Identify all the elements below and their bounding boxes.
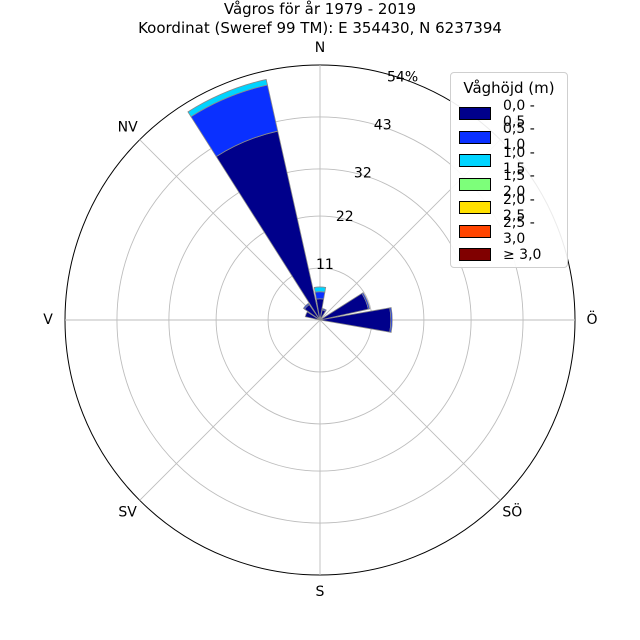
direction-label-225: SV	[118, 504, 137, 520]
legend-label: 1,0 - 1,5	[503, 144, 535, 177]
legend-label: 1,5 - 2,0	[503, 168, 535, 201]
legend-item-3: 1,5 - 2,0	[459, 168, 559, 200]
chart-subtitle: Koordinat (Sweref 99 TM): E 354430, N 62…	[138, 19, 502, 37]
legend-swatch	[459, 248, 491, 262]
legend-label: ≥ 3,0	[503, 246, 542, 263]
polar-grid	[64, 64, 576, 576]
direction-label-90: Ö	[586, 310, 597, 328]
direction-label-270: V	[43, 312, 53, 328]
bar-337.5-bin-0	[215, 130, 321, 321]
radial-tick-label-11: 11	[316, 257, 334, 273]
legend-swatch	[459, 224, 491, 238]
direction-label-0: N	[315, 40, 325, 56]
spoke-sv-225	[139, 319, 321, 501]
rose-bars	[187, 78, 393, 333]
spoke-nv-315	[139, 139, 321, 321]
legend-item-0: 0,0 - 0,5	[459, 98, 559, 130]
bar-90-bin-1	[389, 307, 393, 333]
spoke-s-135	[319, 319, 501, 501]
radial-tick-label-43: 43	[374, 117, 392, 133]
radial-tick-label-32: 32	[354, 165, 372, 181]
direction-label-135: SÖ	[502, 502, 522, 520]
legend-item-1: 0,5 - 1,0	[459, 121, 559, 153]
radial-tick-label-54: 54%	[387, 69, 418, 85]
legend-item-6: ≥ 3,0	[459, 243, 559, 267]
legend-label: 2,5 - 3,0	[503, 215, 535, 248]
direction-label-180: S	[316, 584, 325, 600]
legend-label: 2,0 - 2,5	[503, 191, 535, 224]
legend-swatch	[459, 154, 491, 168]
bar-0-bin-1	[314, 291, 326, 300]
legend-label: 0,5 - 1,0	[503, 121, 535, 154]
legend-item-4: 2,0 - 2,5	[459, 192, 559, 224]
direction-label-315: NV	[118, 120, 138, 136]
bar-0-bin-2	[313, 286, 327, 293]
legend-swatch	[459, 177, 491, 191]
legend-item-2: 1,0 - 1,5	[459, 145, 559, 177]
legend-item-5: 2,5 - 3,0	[459, 215, 559, 247]
radial-tick-label-22: 22	[336, 209, 354, 225]
legend-swatch	[459, 130, 491, 144]
legend-title: Våghöjd (m)	[463, 79, 555, 97]
bar-315-bin-1	[302, 302, 310, 310]
legend-label: 0,0 - 0,5	[503, 97, 535, 130]
legend: Våghöjd (m) 0,0 - 0,5 0,5 - 1,0 1,0 - 1,5 1…	[450, 72, 568, 268]
legend-swatch	[459, 107, 491, 121]
chart-title: Vågros för år 1979 - 2019	[223, 0, 417, 18]
bar-292.5-bin-0	[304, 311, 321, 321]
bar-337.5-bin-2	[187, 78, 268, 118]
legend-swatch	[459, 201, 491, 215]
bar-67.5-bin-1	[361, 292, 371, 310]
bar-22.5-bin-1	[321, 308, 327, 312]
